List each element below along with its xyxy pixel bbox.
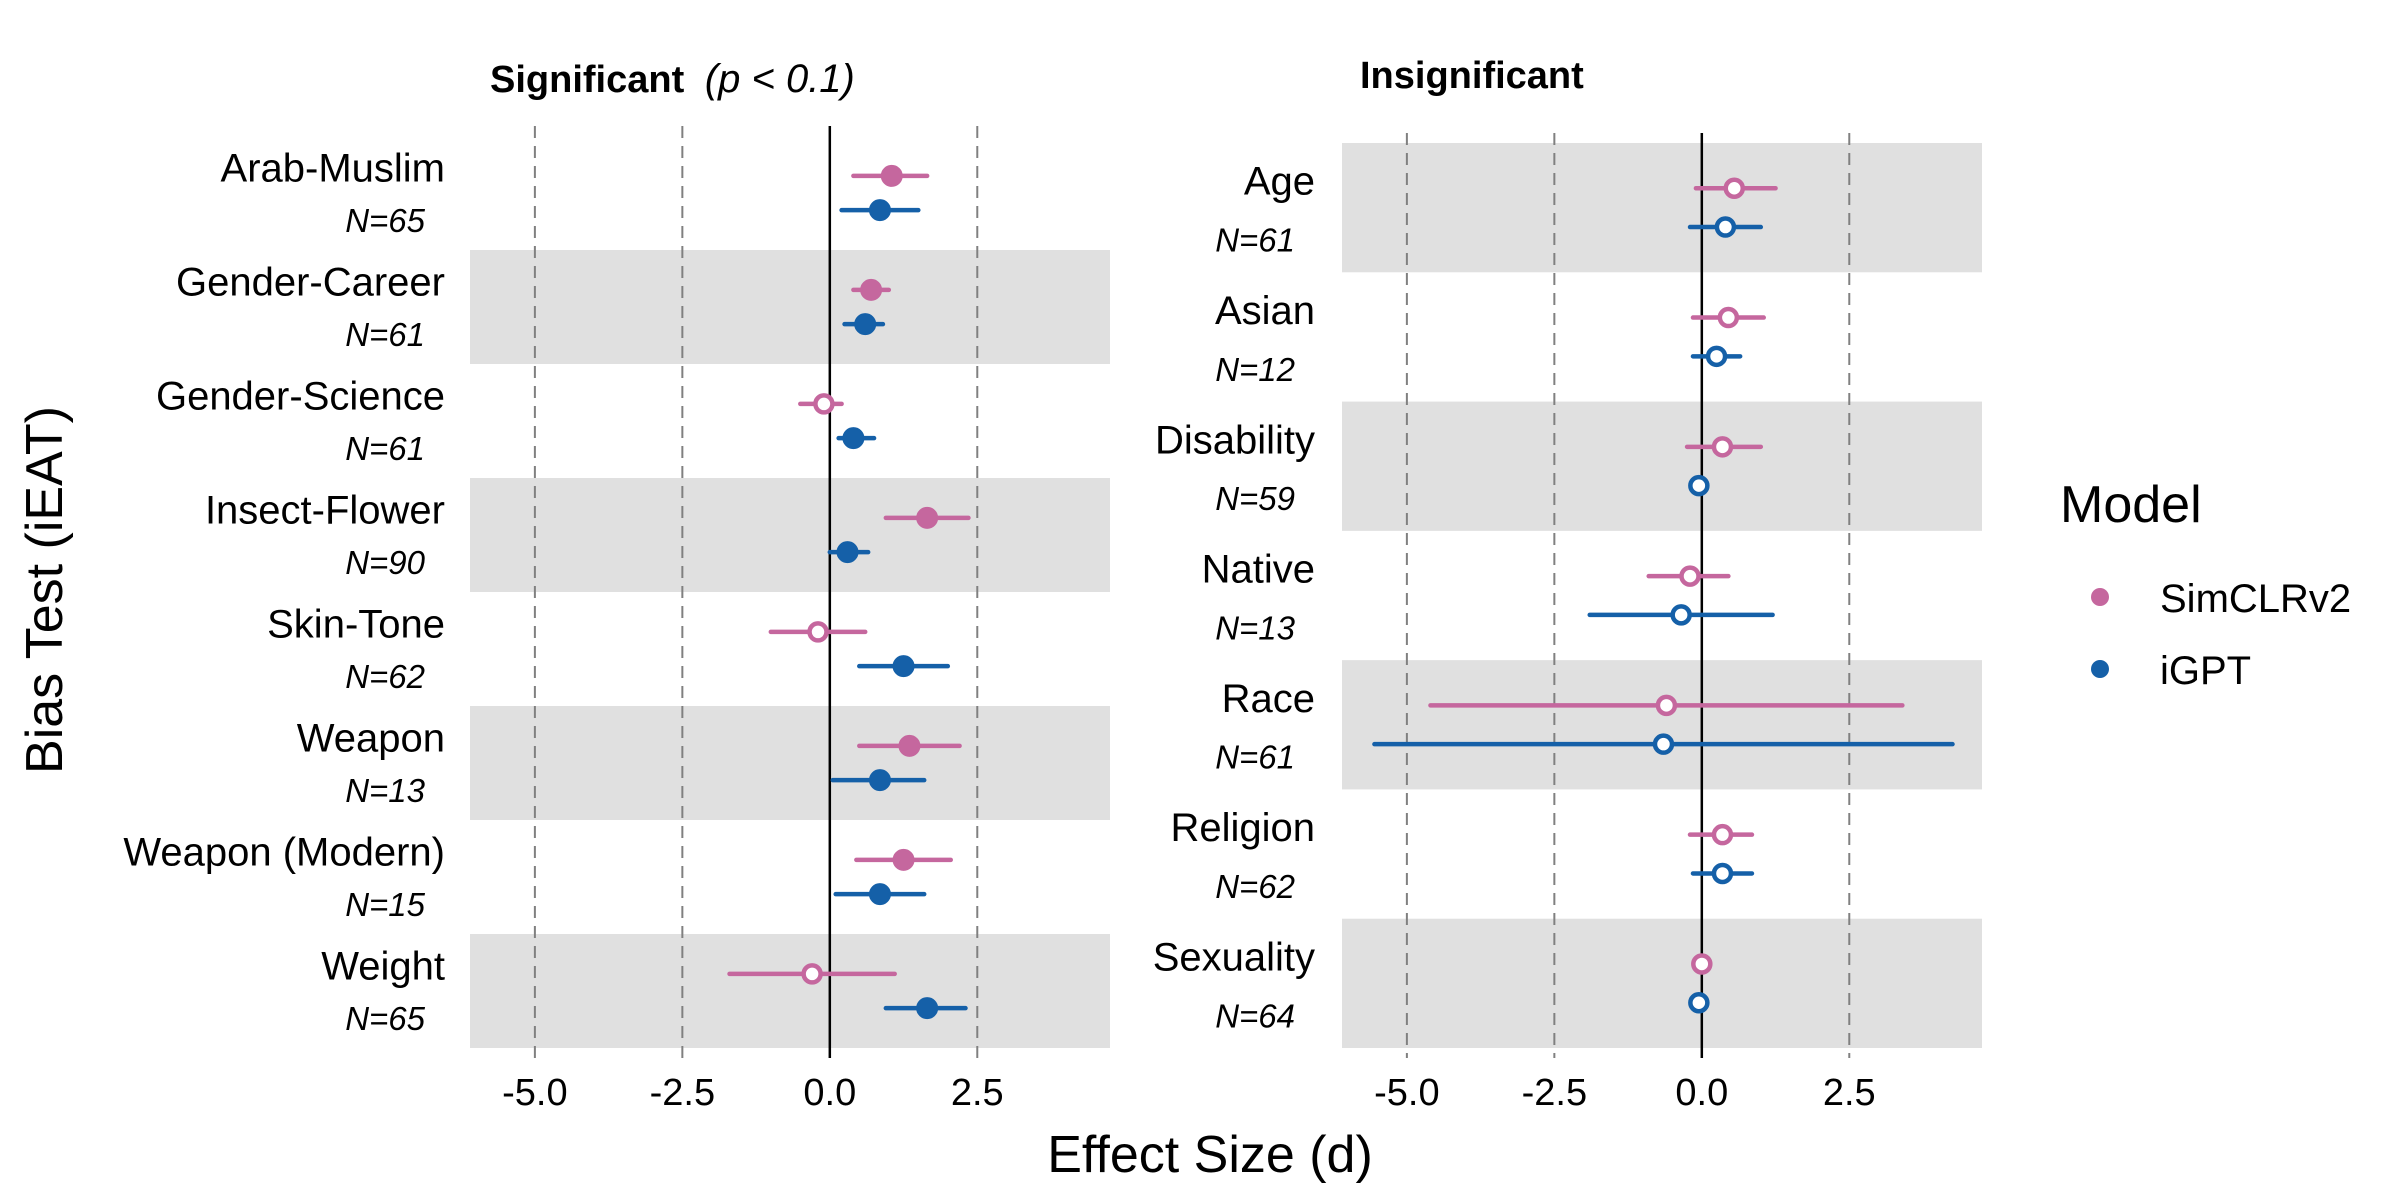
row-label-race: Race [1222, 677, 1315, 721]
point-sexuality-simclrv2 [1691, 953, 1713, 975]
point-religion-igpt [1711, 862, 1734, 885]
legend-title: Model [2060, 476, 2202, 534]
x-tick-label-insignificant-1: -2.5 [1522, 1072, 1587, 1114]
point-skin-tone-igpt [892, 655, 915, 678]
row-band-disability [1342, 401, 1982, 531]
point-disability-simclrv2 [1711, 436, 1734, 458]
row-label-weapon-modern: Weapon (Modern) [123, 831, 445, 875]
point-weapon-igpt [868, 769, 891, 792]
point-insect-flower-igpt [836, 541, 859, 564]
row-n-native: N=13 [1215, 609, 1295, 646]
y-axis-label: Bias Test (iEAT) [16, 406, 74, 774]
legend-swatch-simclrv2 [2091, 588, 2109, 606]
point-insect-flower-simclrv2 [916, 506, 939, 529]
row-label-insect-flower: Insect-Flower [205, 489, 445, 533]
point-gender-career-simclrv2 [860, 278, 883, 301]
row-n-arab-muslim: N=65 [345, 202, 425, 239]
point-weapon-modern-simclrv2 [892, 848, 915, 871]
row-n-insect-flower: N=90 [345, 544, 425, 581]
point-sexuality-igpt [1688, 992, 1710, 1014]
row-n-gender-science: N=61 [345, 430, 425, 467]
legend: Model SimCLRv2 iGPT [2060, 476, 2351, 693]
row-n-asian: N=12 [1215, 351, 1295, 388]
panel-title-significant-main: Significant [490, 59, 685, 101]
row-label-asian: Asian [1215, 289, 1315, 333]
x-tick-label-significant-1: -2.5 [650, 1072, 715, 1114]
x-tick-label-insignificant-2: 0.0 [1675, 1072, 1728, 1114]
point-native-igpt [1670, 604, 1692, 626]
legend-label-igpt: iGPT [2160, 649, 2251, 693]
row-label-native: Native [1202, 548, 1315, 592]
row-n-religion: N=62 [1215, 868, 1295, 905]
row-band-sexuality [1342, 918, 1982, 1048]
row-label-religion: Religion [1170, 806, 1315, 850]
row-band-gender-career [470, 250, 1110, 364]
point-arab-muslim-igpt [868, 199, 891, 222]
point-gender-science-simclrv2 [813, 393, 835, 415]
point-age-igpt [1714, 216, 1737, 238]
row-band-insect-flower [470, 478, 1110, 592]
row-label-arab-muslim: Arab-Muslim [221, 147, 445, 191]
row-n-race: N=61 [1215, 739, 1295, 776]
row-n-disability: N=59 [1215, 480, 1295, 517]
panel-title-insignificant: Insignificant [1360, 55, 1584, 97]
point-skin-tone-simclrv2 [807, 621, 829, 643]
row-n-weight: N=65 [345, 1000, 425, 1037]
point-gender-career-igpt [854, 313, 877, 336]
point-asian-simclrv2 [1717, 306, 1740, 329]
row-n-age: N=61 [1215, 222, 1295, 259]
point-arab-muslim-simclrv2 [880, 164, 903, 187]
x-tick-label-significant-0: -5.0 [502, 1072, 567, 1114]
row-label-age: Age [1244, 160, 1315, 204]
legend-label-simclrv2: SimCLRv2 [2160, 577, 2351, 621]
point-asian-igpt [1705, 345, 1728, 368]
legend-swatch-igpt [2091, 660, 2109, 678]
point-race-simclrv2 [1655, 694, 1678, 717]
row-n-weapon-modern: N=15 [345, 886, 425, 923]
row-band-race [1342, 660, 1982, 790]
plot-layer: -5.0 -2.5 0.0 2.5 Arab-Muslim N=65 Gender-Care… [123, 126, 1982, 1114]
point-gender-science-igpt [842, 427, 865, 450]
row-label-disability: Disability [1155, 418, 1315, 462]
row-label-sexuality: Sexuality [1153, 935, 1315, 979]
row-band-age [1342, 143, 1982, 273]
x-tick-label-significant-3: 2.5 [951, 1072, 1004, 1114]
x-axis-label: Effect Size (d) [1047, 1126, 1373, 1184]
point-weight-simclrv2 [801, 963, 823, 985]
row-n-sexuality: N=64 [1215, 997, 1295, 1034]
x-tick-label-insignificant-0: -5.0 [1374, 1072, 1439, 1114]
panel-title-significant-suffix: (p < 0.1) [705, 57, 855, 101]
row-n-gender-career: N=61 [345, 316, 425, 353]
point-age-simclrv2 [1723, 177, 1746, 199]
point-race-igpt [1652, 733, 1675, 755]
row-label-skin-tone: Skin-Tone [267, 603, 445, 647]
point-native-simclrv2 [1679, 565, 1701, 587]
point-weight-igpt [916, 997, 939, 1020]
x-tick-label-insignificant-3: 2.5 [1823, 1072, 1876, 1114]
point-disability-igpt [1688, 474, 1710, 497]
point-religion-simclrv2 [1711, 823, 1734, 846]
row-n-weapon: N=13 [345, 772, 425, 809]
row-label-gender-career: Gender-Career [176, 261, 445, 305]
point-weapon-modern-igpt [868, 883, 891, 906]
row-band-weight [470, 934, 1110, 1048]
row-n-skin-tone: N=62 [345, 658, 425, 695]
row-label-weapon: Weapon [297, 717, 445, 761]
panel-title-significant: Significant (p < 0.1) [490, 57, 855, 101]
point-weapon-simclrv2 [898, 734, 921, 757]
row-label-gender-science: Gender-Science [156, 375, 445, 419]
row-label-weight: Weight [321, 945, 445, 989]
row-band-weapon [470, 706, 1110, 820]
x-tick-label-significant-2: 0.0 [803, 1072, 856, 1114]
